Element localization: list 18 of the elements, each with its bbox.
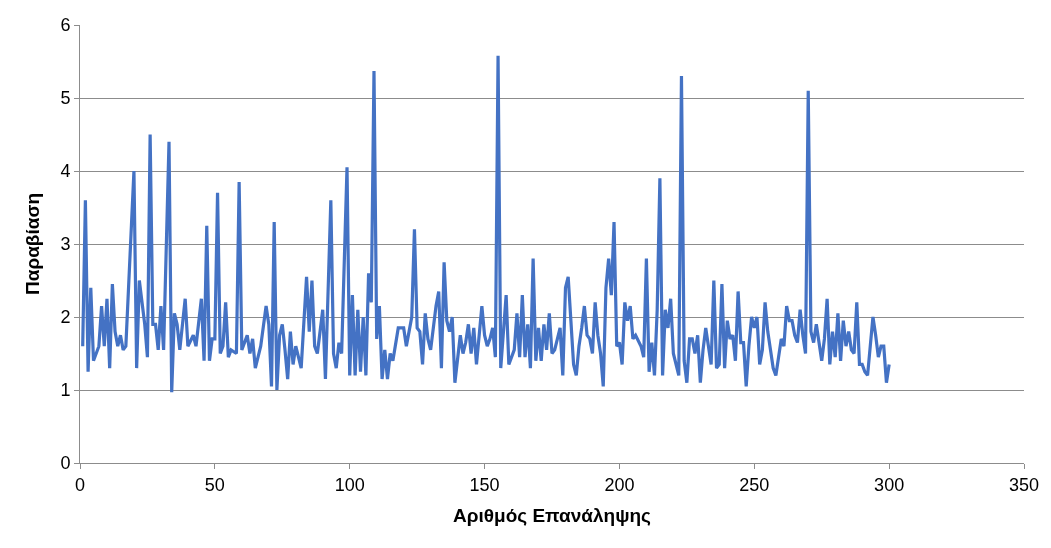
x-tick-label: 0 (74, 474, 86, 495)
x-tick-label: 250 (739, 474, 770, 495)
x-tick-label: 350 (1008, 474, 1040, 495)
y-axis-title: Παραβίαση (22, 193, 44, 295)
line-series (81, 54, 891, 394)
y-tick-label: 1 (60, 380, 71, 401)
x-tick-label: 150 (469, 474, 500, 495)
y-tick-label: 4 (60, 161, 71, 182)
x-axis-title: Αριθμός Επανάληψης (452, 505, 652, 527)
x-tick-label: 300 (874, 474, 905, 495)
y-tick-label: 2 (60, 307, 71, 328)
y-tick-label: 6 (60, 15, 71, 36)
y-tick-label: 3 (60, 234, 71, 255)
x-tick-label: 50 (204, 474, 225, 495)
y-tick-label: 0 (60, 453, 71, 474)
x-tick-label: 200 (604, 474, 635, 495)
y-tick-label: 5 (60, 88, 71, 109)
x-tick-label: 100 (334, 474, 365, 495)
